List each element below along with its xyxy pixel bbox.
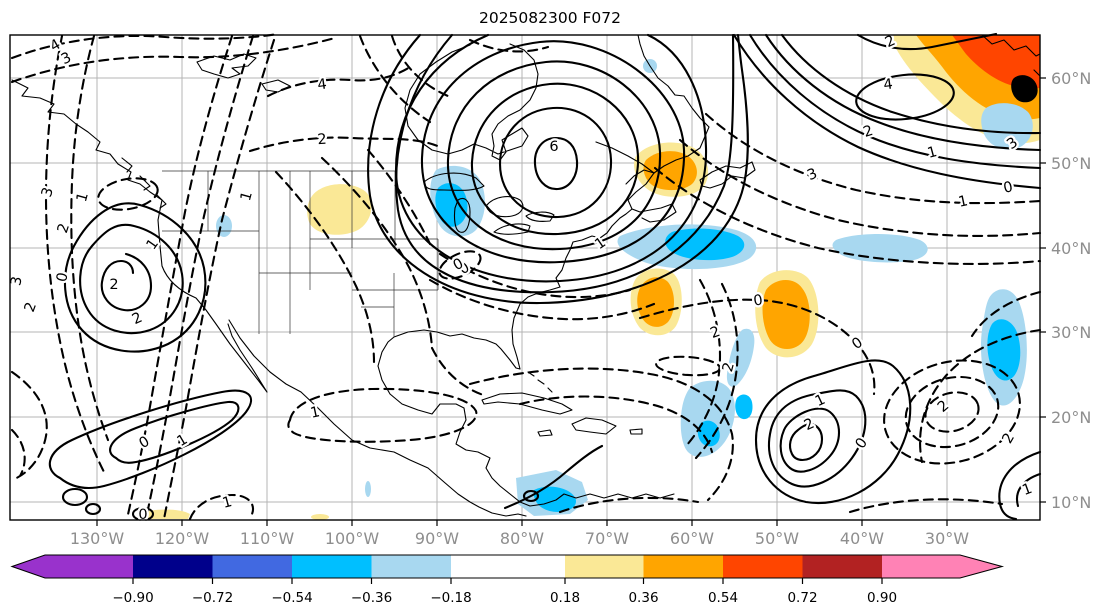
y-tick-label: 50°N bbox=[1051, 154, 1091, 173]
colorbar-tick-label: −0.18 bbox=[430, 590, 471, 606]
colorbar-segment bbox=[565, 555, 644, 578]
contour-label-dashed: 3 bbox=[39, 185, 57, 199]
colorbar-segment bbox=[643, 555, 723, 578]
contour-label-solid: 1 bbox=[175, 432, 191, 450]
y-tick-label: 20°N bbox=[1051, 408, 1091, 427]
x-tick-label: 100°W bbox=[325, 529, 380, 548]
colorbar-segment bbox=[212, 555, 292, 578]
contour-label-solid: 1 bbox=[592, 235, 609, 253]
x-tick-label: 120°W bbox=[155, 529, 210, 548]
colorbar-segment bbox=[451, 555, 565, 578]
map-frame bbox=[9, 34, 1041, 521]
x-tick-label: 40°W bbox=[840, 529, 884, 548]
colorbar-segment bbox=[723, 555, 803, 578]
contour-label-dashed: 4 bbox=[316, 76, 327, 93]
colorbar-segment bbox=[371, 555, 451, 578]
colorbar-segment bbox=[292, 555, 372, 578]
contour-label-solid: 0 bbox=[1002, 179, 1014, 197]
contour-label-dashed: 1 bbox=[238, 190, 256, 203]
x-tick-label: 60°W bbox=[670, 529, 714, 548]
x-tick-label: 80°W bbox=[500, 529, 544, 548]
shaded-region bbox=[680, 380, 735, 457]
axis-ticks bbox=[96, 77, 1046, 526]
shaded-region bbox=[665, 228, 745, 261]
colorbar-tick-label: 0.18 bbox=[550, 590, 580, 606]
contour-label-dashed: 1 bbox=[74, 191, 92, 204]
colorbar-tick-label: 0.54 bbox=[708, 590, 738, 606]
shaded-region bbox=[365, 481, 371, 497]
colorbar-tick-label: −0.90 bbox=[112, 590, 153, 606]
shaded-region bbox=[987, 319, 1021, 381]
colorbar-tick-label: 0.90 bbox=[867, 590, 897, 606]
shaded-region bbox=[697, 420, 720, 447]
contour-label-dashed: 2 bbox=[55, 221, 73, 235]
coastlines bbox=[11, 34, 1041, 517]
figure-title: 2025082300 F072 bbox=[479, 9, 621, 27]
shaded-region bbox=[637, 277, 674, 327]
lat-lon-gridlines bbox=[10, 35, 1040, 520]
shaded-region bbox=[1011, 75, 1038, 103]
contour-label-dashed: 2 bbox=[935, 398, 952, 416]
y-tick-label: 30°N bbox=[1051, 323, 1091, 342]
shaded-region bbox=[762, 279, 810, 349]
axis-tick-labels: 130°W 120°W 110°W 100°W 90°W 80°W 70°W 60°W 50°W… bbox=[70, 69, 1092, 548]
colorbar-segment bbox=[882, 555, 1002, 578]
colorbar-tick-label: −0.54 bbox=[271, 590, 312, 606]
contour-label-dashed: 2 bbox=[708, 324, 722, 342]
shaded-region bbox=[533, 486, 577, 512]
contour-label-solid: 1 bbox=[1020, 481, 1034, 499]
contour-label-solid: 6 bbox=[549, 139, 558, 155]
shaded-region bbox=[726, 328, 755, 387]
colorbar-tick-label: −0.36 bbox=[351, 590, 392, 606]
x-tick-label: 50°W bbox=[755, 529, 799, 548]
contour-label-solid: 1 bbox=[813, 392, 828, 410]
contour-label-solid: 2 bbox=[861, 123, 875, 141]
shaded-region bbox=[311, 514, 329, 520]
contour-label-dashed: 3 bbox=[8, 275, 25, 287]
contour-label-dashed: 1 bbox=[221, 494, 234, 512]
contours-negative bbox=[10, 32, 1042, 521]
contour-label-dashed: 1 bbox=[957, 193, 969, 211]
contour-label-dashed: 0 bbox=[54, 271, 72, 283]
x-tick-label: 30°W bbox=[925, 529, 969, 548]
x-tick-label: 130°W bbox=[70, 529, 125, 548]
colorbar-segment bbox=[133, 555, 213, 578]
shaded-anomaly-regions bbox=[138, 35, 1040, 520]
contour-label-dashed: 1 bbox=[309, 404, 321, 422]
y-tick-label: 60°N bbox=[1051, 69, 1091, 88]
colorbar: −0.90 −0.72 −0.54 −0.36 −0.18 0.18 0.36 0.54 0.7… bbox=[10, 554, 1005, 606]
contour-label-dashed: 3 bbox=[805, 166, 820, 184]
x-tick-label: 110°W bbox=[240, 529, 295, 548]
x-tick-label: 70°W bbox=[585, 529, 629, 548]
colorbar-tick-label: 0.72 bbox=[787, 590, 817, 606]
x-tick-label: 90°W bbox=[415, 529, 459, 548]
y-tick-label: 40°N bbox=[1051, 239, 1091, 258]
contours-positive bbox=[48, 32, 1042, 522]
shaded-region bbox=[435, 183, 468, 227]
colorbar-outline bbox=[10, 554, 1005, 579]
contour-label-dashed: 2 bbox=[22, 300, 40, 314]
shaded-region bbox=[981, 103, 1033, 150]
colorbar-segment bbox=[802, 555, 882, 578]
y-tick-label: 10°N bbox=[1051, 493, 1091, 512]
contour-label-dashed: 2 bbox=[317, 132, 327, 149]
shaded-region bbox=[735, 394, 753, 420]
contour-label-solid: 4 bbox=[882, 76, 893, 93]
colorbar-tick-label: −0.72 bbox=[192, 590, 233, 606]
colorbar-tick-label: 0.36 bbox=[628, 590, 658, 606]
contour-label-solid: 2 bbox=[109, 277, 118, 293]
contour-label-dashed: 2 bbox=[1000, 431, 1018, 447]
shaded-region bbox=[307, 184, 372, 235]
contour-label-solid: 2 bbox=[130, 310, 145, 328]
contour-label-solid: 1 bbox=[926, 144, 939, 162]
contour-label-solid: 0 bbox=[137, 434, 153, 452]
colorbar-segment bbox=[12, 555, 133, 578]
shaded-region bbox=[832, 234, 928, 263]
